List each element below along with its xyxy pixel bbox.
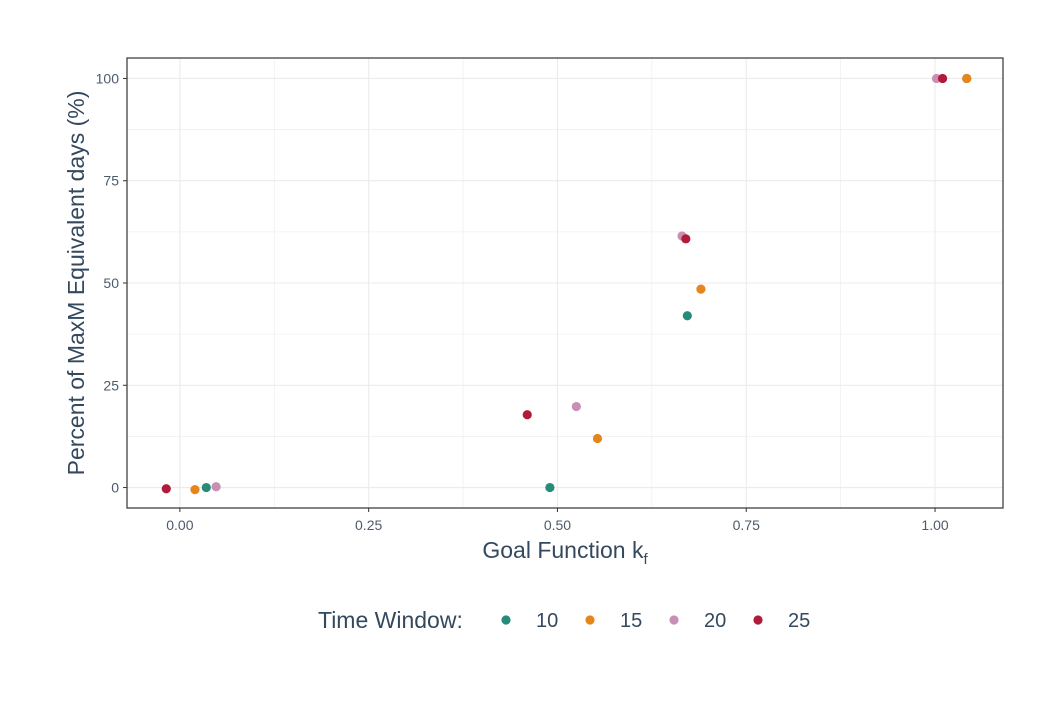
legend-key-15 xyxy=(585,615,595,625)
data-point-tw-25 xyxy=(681,234,691,244)
data-point-tw-15 xyxy=(696,284,706,294)
x-axis-title-main: Goal Function k xyxy=(482,537,644,563)
legend-title: Time Window: xyxy=(318,607,463,633)
legend: Time Window: 10 15 20 25 xyxy=(318,607,810,633)
x-axis-title: Goal Function kf xyxy=(482,537,648,568)
data-point-tw-10 xyxy=(545,482,555,493)
data-points xyxy=(161,73,972,495)
data-point-tw-10 xyxy=(201,482,211,493)
legend-label-10: 10 xyxy=(536,610,558,632)
x-axis-title-subscript: f xyxy=(643,551,648,568)
y-axis-title: Percent of MaxM Equivalent days (%) xyxy=(63,91,89,476)
legend-key-20 xyxy=(669,615,679,625)
y-tick-label: 75 xyxy=(103,173,119,189)
y-tick-label: 50 xyxy=(103,275,119,291)
x-tick-label: 0.75 xyxy=(733,517,760,533)
legend-key-25 xyxy=(753,615,763,625)
x-tick-label: 0.25 xyxy=(355,517,382,533)
data-point-tw-20 xyxy=(211,482,221,492)
data-point-tw-25 xyxy=(522,410,532,420)
y-axis-ticks: 0 25 50 75 100 xyxy=(96,70,127,496)
x-tick-label: 0.50 xyxy=(544,517,571,533)
x-tick-label: 0.00 xyxy=(166,517,193,533)
data-point-tw-25 xyxy=(161,484,171,494)
y-tick-label: 25 xyxy=(103,377,119,393)
legend-key-10 xyxy=(501,615,511,625)
grid-major-lines xyxy=(127,58,1003,508)
data-point-tw-25 xyxy=(937,73,948,84)
legend-label-15: 15 xyxy=(620,610,642,632)
legend-label-25: 25 xyxy=(788,610,810,632)
x-axis-ticks: 0.00 0.25 0.50 0.75 1.00 xyxy=(166,508,949,533)
y-tick-label: 0 xyxy=(111,480,119,496)
x-tick-label: 1.00 xyxy=(921,517,948,533)
data-point-tw-10 xyxy=(682,311,692,321)
legend-label-20: 20 xyxy=(704,610,726,632)
data-point-tw-15 xyxy=(592,433,603,444)
grid-minor-lines xyxy=(127,58,1003,508)
data-point-tw-15 xyxy=(962,73,972,84)
y-tick-label: 100 xyxy=(96,70,120,86)
data-point-tw-15 xyxy=(190,484,200,495)
data-point-tw-20 xyxy=(571,401,581,412)
